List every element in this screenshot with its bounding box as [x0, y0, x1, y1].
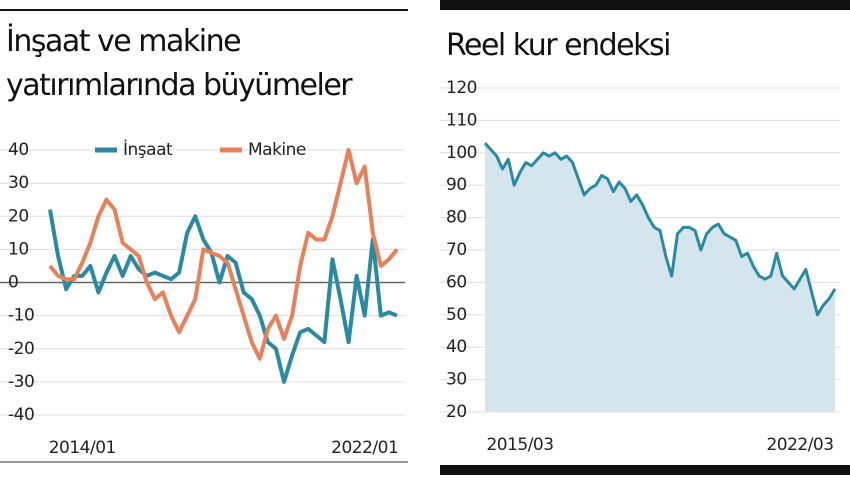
y-tick-label: 10	[8, 239, 29, 259]
x-tick-label: 2015/03	[486, 435, 553, 455]
bottom-bar	[440, 465, 850, 475]
y-tick-label: 80	[446, 208, 467, 228]
top-bar	[440, 0, 850, 10]
y-tick-label: 20	[8, 206, 29, 226]
y-tick-label: -40	[8, 405, 34, 425]
y-tick-label: 30	[446, 370, 467, 390]
y-tick-label: 90	[446, 175, 467, 195]
x-tick-label: 2022/01	[331, 438, 398, 458]
y-tick-label: 50	[446, 305, 467, 325]
legend-label: Makine	[248, 140, 306, 160]
series-line	[48, 148, 399, 361]
x-tick-label: 2022/03	[766, 435, 833, 455]
y-tick-label: 110	[446, 110, 477, 130]
y-tick-label: 70	[446, 240, 467, 260]
series-line	[48, 209, 398, 384]
y-tick-label: -30	[8, 372, 34, 392]
y-tick-label: 0	[8, 273, 18, 293]
area	[485, 143, 835, 412]
series-line	[483, 142, 837, 317]
y-tick-label: 60	[446, 272, 467, 292]
x-tick-label: 2014/01	[49, 438, 116, 458]
y-tick-label: 40	[446, 337, 467, 357]
y-tick-label: 30	[8, 173, 29, 193]
y-tick-label: 20	[446, 402, 467, 422]
y-tick-label: 100	[446, 143, 477, 163]
chart-title: Reel kur endeksi	[446, 28, 671, 63]
y-tick-label: 40	[8, 140, 29, 160]
y-tick-label: -20	[8, 339, 34, 359]
chart-title: İnşaat ve makine yatırımlarında büyümele…	[6, 24, 353, 103]
y-tick-label: 120	[446, 78, 477, 98]
y-tick-label: -10	[8, 306, 34, 326]
legend-label: İnşaat	[123, 139, 173, 160]
